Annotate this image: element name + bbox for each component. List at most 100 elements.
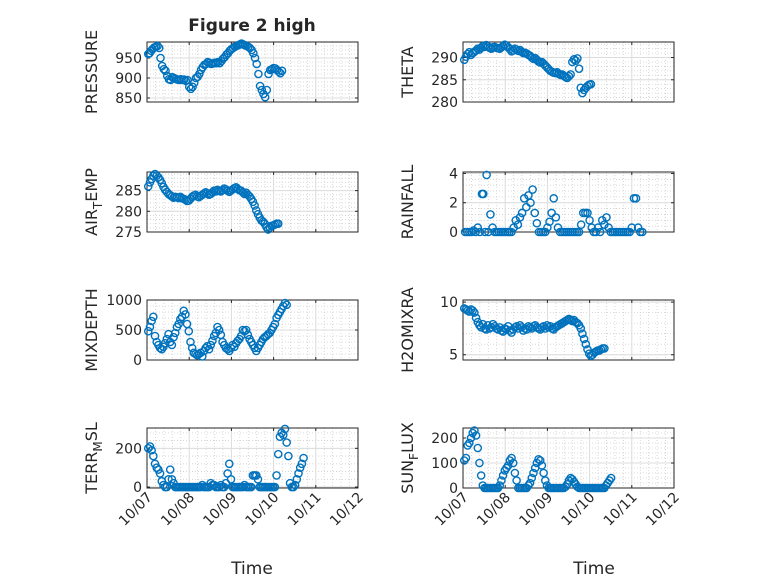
axes-box — [146, 41, 359, 103]
data-point — [273, 219, 283, 229]
data-point — [174, 319, 183, 329]
data-point — [282, 438, 291, 447]
data-point — [147, 316, 156, 326]
data-point — [153, 41, 162, 51]
y-tick-label: 1000 — [106, 293, 142, 309]
data-point — [525, 478, 535, 488]
data-point — [273, 449, 283, 459]
data-point — [475, 458, 484, 468]
data-point — [540, 227, 550, 237]
data-point — [473, 223, 483, 232]
y-axis-label: H2OMIXRA — [398, 287, 417, 373]
data-point — [272, 471, 281, 480]
axes-box — [462, 41, 675, 103]
data-series — [143, 298, 291, 361]
axes-box — [462, 299, 675, 361]
data-point — [197, 352, 207, 361]
data-point — [473, 443, 483, 453]
data-point — [576, 220, 586, 229]
data-point — [476, 471, 486, 480]
axes-box — [146, 171, 359, 233]
data-point — [162, 482, 172, 492]
data-point — [591, 227, 601, 237]
data-point — [583, 345, 592, 354]
y-tick-label: 2 — [449, 196, 458, 212]
data-series — [143, 39, 287, 102]
data-point — [498, 471, 508, 480]
panel-pressure: 850 900 950 PRESSURE — [82, 30, 359, 114]
data-point — [576, 324, 586, 333]
data-series — [143, 169, 283, 234]
y-tick-label: 100 — [431, 456, 458, 472]
data-point — [161, 66, 170, 76]
data-point — [471, 313, 481, 323]
data-point — [282, 300, 291, 310]
data-point — [515, 213, 525, 222]
data-point — [253, 474, 263, 484]
data-point — [279, 430, 288, 440]
data-point — [246, 482, 256, 492]
data-point — [143, 326, 153, 336]
data-point — [188, 82, 197, 92]
data-point — [145, 322, 155, 332]
data-point — [532, 218, 542, 228]
data-point — [274, 67, 283, 76]
data-point — [625, 227, 634, 237]
data-point — [238, 325, 248, 335]
plot-area — [463, 172, 674, 232]
data-point — [507, 227, 516, 237]
data-point — [602, 213, 611, 222]
data-point — [549, 194, 559, 203]
data-point — [149, 312, 158, 322]
x-axis-label-right: Time — [572, 559, 615, 579]
y-tick-label: 0 — [449, 225, 458, 241]
data-point — [243, 330, 253, 340]
data-point — [551, 213, 561, 222]
data-point — [289, 482, 298, 492]
data-point — [545, 217, 554, 227]
data-point — [143, 182, 153, 191]
data-point — [486, 210, 495, 219]
data-point — [528, 185, 537, 194]
data-point — [470, 308, 479, 317]
data-series — [460, 170, 647, 237]
data-point — [527, 53, 537, 62]
data-point — [571, 56, 580, 65]
data-point — [498, 41, 508, 51]
y-tick-label: 275 — [115, 225, 142, 241]
data-point — [526, 198, 535, 208]
y-tick-label: 10 — [440, 295, 458, 311]
data-point — [154, 465, 163, 474]
data-point — [530, 208, 540, 218]
plot-area — [147, 42, 358, 102]
y-tick-label: 285 — [431, 73, 458, 89]
data-point — [535, 456, 545, 465]
data-point — [277, 66, 287, 76]
data-point — [159, 64, 169, 74]
data-point — [145, 442, 155, 451]
y-tick-label: 285 — [115, 184, 142, 200]
panel-air-temp: 275 280 285 AIRTEMP — [82, 168, 359, 241]
data-point — [631, 194, 641, 203]
data-point — [219, 482, 229, 492]
data-point — [540, 476, 550, 485]
data-point — [508, 458, 518, 468]
data-series — [459, 304, 609, 361]
data-point — [154, 43, 164, 53]
data-point — [170, 328, 180, 338]
data-point — [149, 171, 158, 181]
data-point — [214, 325, 224, 335]
data-point — [224, 459, 234, 469]
data-point — [495, 481, 505, 490]
data-series — [459, 40, 596, 98]
data-point — [206, 340, 216, 350]
y-tick-label: 200 — [115, 441, 142, 457]
data-point — [155, 469, 165, 478]
data-point — [156, 53, 165, 63]
data-point — [211, 58, 221, 68]
y-tick-label: 500 — [115, 323, 142, 339]
data-point — [581, 339, 591, 349]
y-tick-label: 280 — [115, 204, 142, 220]
